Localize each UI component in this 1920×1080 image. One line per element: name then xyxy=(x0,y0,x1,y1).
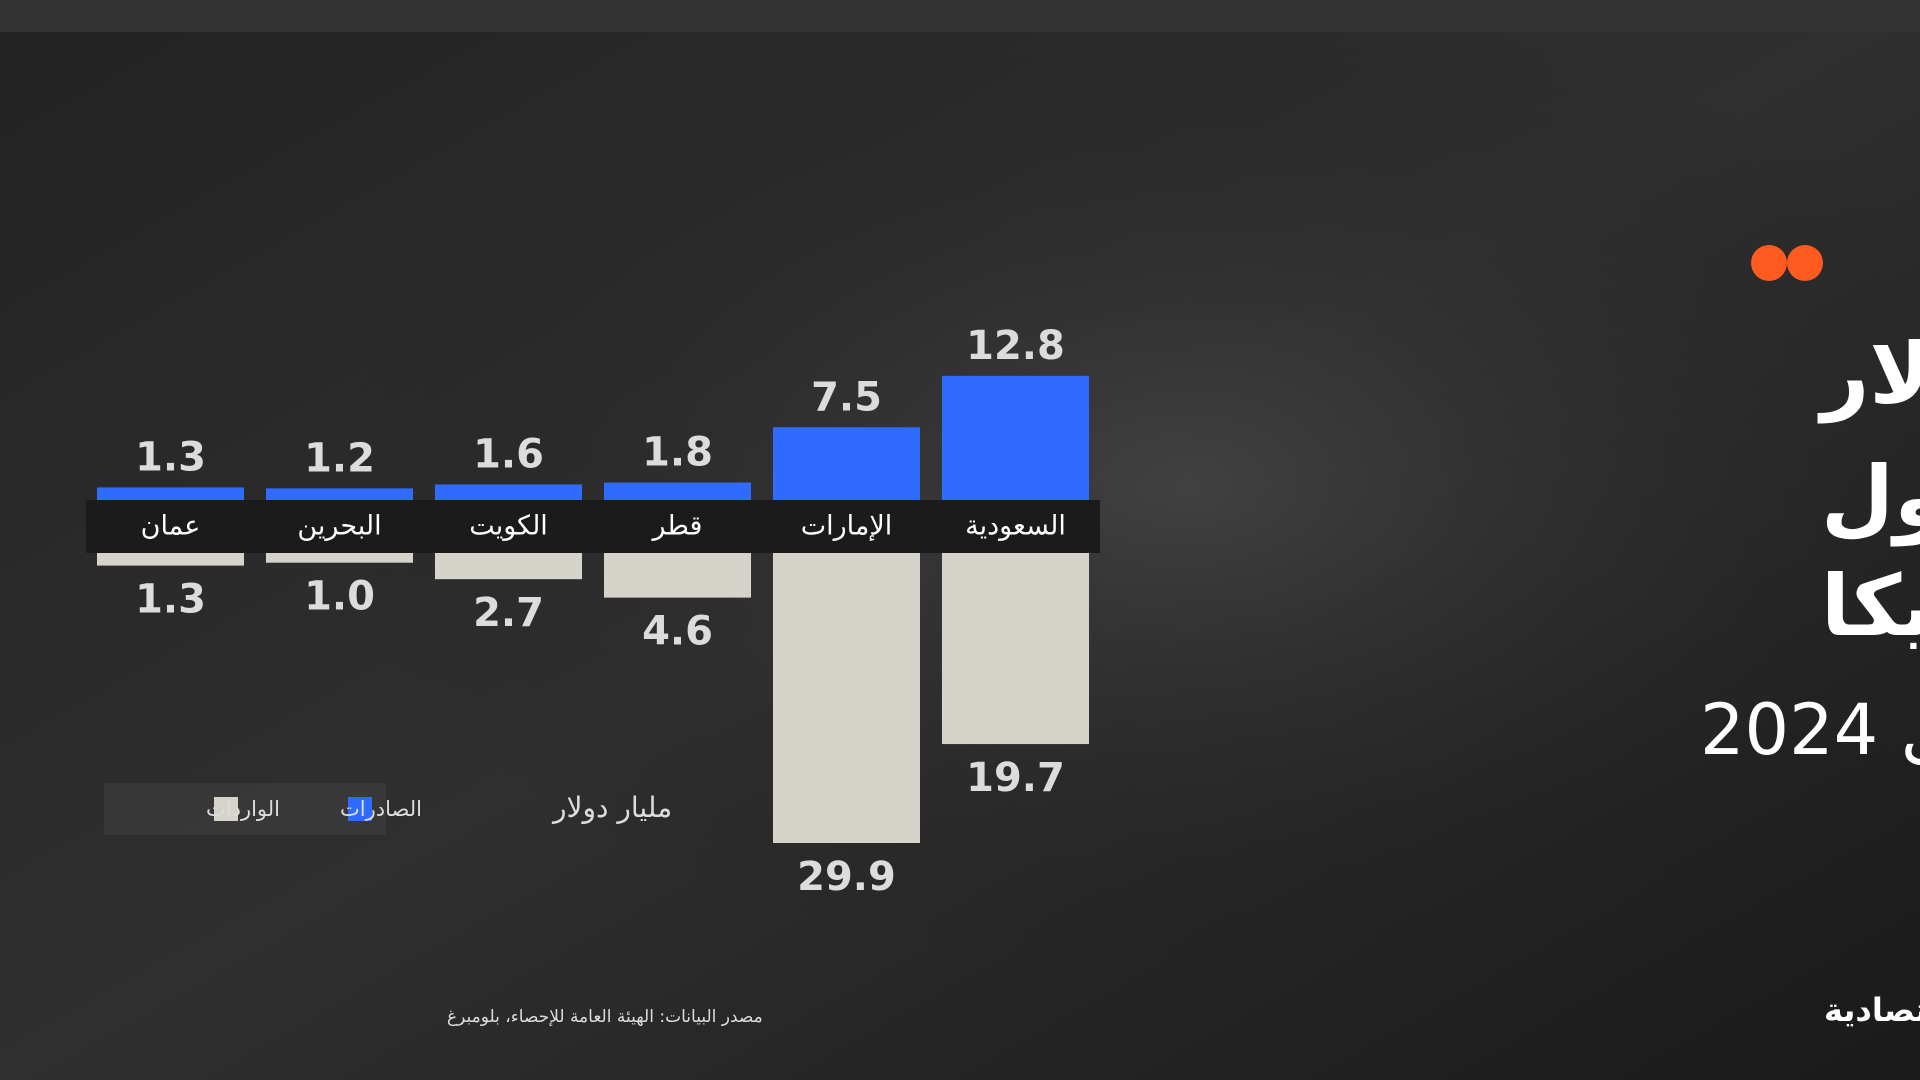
import-bar xyxy=(96,553,245,566)
value-label: 1.2 xyxy=(304,435,375,481)
subtitle: خلال 2024 xyxy=(1700,689,1920,771)
value-label: 2.7 xyxy=(473,590,544,636)
category-label: السعودية xyxy=(965,511,1066,542)
import-bar xyxy=(941,553,1090,745)
legend-box xyxy=(104,783,386,835)
category-label: عمان xyxy=(141,511,201,542)
legend-label: الصادرات xyxy=(340,797,422,821)
import-bar xyxy=(265,553,414,563)
brand-dot xyxy=(1751,245,1787,281)
value-label: 7.5 xyxy=(811,374,882,420)
import-bar xyxy=(603,553,752,598)
legend-swatch xyxy=(214,797,238,821)
legend-label: الواردات xyxy=(206,797,280,821)
value-label: 1.8 xyxy=(642,430,713,476)
value-label: 4.6 xyxy=(642,609,713,655)
export-bar xyxy=(941,375,1090,500)
category-label: الكويت xyxy=(469,511,548,542)
category-label: قطر xyxy=(651,511,703,542)
legend-swatch xyxy=(348,797,372,821)
value-label: 1.3 xyxy=(135,577,206,623)
export-bar xyxy=(772,427,921,500)
import-bar xyxy=(772,553,921,843)
export-bar xyxy=(265,488,414,500)
category-band xyxy=(86,500,1100,553)
category-label: الإمارات xyxy=(801,511,893,542)
source-note: مصدر البيانات: الهيئة العامة للإحصاء، بل… xyxy=(447,1007,763,1027)
export-bar xyxy=(603,482,752,500)
unit-label: مليار دولار xyxy=(551,791,672,824)
value-label: 1.6 xyxy=(473,431,544,477)
title-line: حجم تجـارة دول xyxy=(1821,448,1920,547)
value-label: 12.8 xyxy=(966,323,1065,369)
brand-logo: الاقتصادية xyxy=(1824,991,1920,1029)
brand-dot xyxy=(1787,245,1823,281)
import-bar xyxy=(434,553,583,580)
value-label: 19.7 xyxy=(966,755,1065,801)
export-bar xyxy=(96,487,245,500)
export-bar xyxy=(434,484,583,500)
value-label: 1.0 xyxy=(304,574,375,620)
title-line: الخليج مع أمريكا xyxy=(1821,551,1920,656)
title-line: 86 مليـــار دولار xyxy=(1817,325,1920,424)
top-bar xyxy=(0,0,1920,32)
value-label: 1.3 xyxy=(135,434,206,480)
value-label: 29.9 xyxy=(797,854,896,900)
category-label: البحرين xyxy=(297,511,381,542)
